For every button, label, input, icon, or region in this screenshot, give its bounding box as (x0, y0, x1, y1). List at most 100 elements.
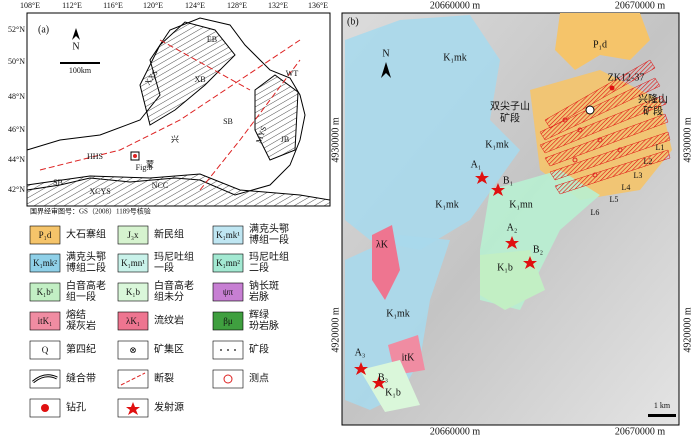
legend-label: 矿段 (249, 342, 269, 355)
map-label: 矿段 (500, 111, 520, 124)
region-label: HHS (87, 152, 103, 161)
map-label: K₁mk (435, 199, 459, 210)
legend-swatch (117, 340, 149, 360)
legend-swatch (29, 369, 61, 389)
legend-swatch (212, 282, 244, 302)
fault (159, 39, 251, 91)
legend-symbol: K₁b¹ (37, 287, 54, 297)
legend-item: 矿段 (212, 340, 269, 360)
legend-swatch (117, 311, 149, 331)
belt (26, 173, 331, 207)
legend-symbol: βμ (223, 316, 233, 326)
y-coord-label: 4930000 m (330, 117, 341, 163)
icon (223, 374, 233, 384)
line-label: L4 (622, 183, 631, 192)
panel-a (26, 12, 331, 207)
map-label: K₁b (497, 262, 513, 273)
legend-symbol: J₃x (127, 230, 139, 240)
unit-k1b (360, 360, 420, 412)
panel-b (341, 12, 680, 426)
north-arrow (72, 28, 80, 40)
lat-label: 42°N (8, 185, 25, 194)
legend-symbol: P₁d (39, 230, 52, 240)
panel-label: (a) (38, 24, 49, 35)
legend-label: 辉绿 (249, 308, 269, 321)
legend-label: 组一段 (66, 290, 96, 303)
map-label: K₁mk (386, 308, 410, 319)
map-label: A₁ (471, 159, 482, 170)
map-label: 兴隆山 (638, 92, 668, 105)
lon-label: 120°E (143, 1, 163, 10)
legend-swatch (117, 225, 149, 245)
legend-label: 白音高老 (66, 279, 106, 292)
icon (227, 349, 229, 351)
y-coord-label: 4930000 m (682, 117, 693, 163)
legend-symbol: K₁mk² (33, 258, 57, 268)
drill-hole (609, 85, 615, 91)
region-label: SB (223, 117, 233, 126)
legend-label: 新民组 (154, 227, 184, 240)
study-area (133, 154, 137, 158)
fault (39, 39, 301, 171)
sources (354, 171, 537, 389)
icon (41, 404, 49, 412)
legend-label: 玢岩脉 (249, 319, 279, 332)
line-label: L1 (656, 143, 665, 152)
x-coord-label: 20660000 m (430, 0, 481, 11)
legend-label: 测点 (249, 371, 269, 384)
unit-p1d (555, 13, 650, 70)
legend-item: J₃x 新民组 (117, 225, 184, 245)
map-label: itK (402, 352, 416, 363)
lon-label: 128°E (227, 1, 247, 10)
region-label: WT (286, 69, 299, 78)
legend-label: 博组二段 (66, 261, 106, 274)
scale-label: 100km (69, 66, 92, 75)
north-arrow (381, 62, 391, 78)
panel-label: (b) (347, 16, 359, 27)
north-label: N (382, 48, 389, 59)
survey-lines (539, 59, 671, 195)
legend-label: 博组一段 (249, 233, 289, 246)
legend-symbol: K₁mn¹ (121, 258, 145, 268)
lat-label: 52°N (8, 25, 25, 34)
legend-label: 组未分 (154, 290, 184, 303)
region-label: XCYS (89, 187, 110, 196)
x-coord-label: 20670000 m (615, 426, 666, 437)
legend-item: ⊗ 矿集区 (117, 340, 184, 360)
map-label: B₂ (533, 244, 543, 255)
legend-label: 流纹岩 (154, 313, 184, 326)
x-coord-label: 20660000 m (430, 426, 481, 437)
legend-symbol: K₁mk¹ (216, 230, 240, 240)
legend-label: 凝灰岩 (66, 319, 96, 332)
legend-label: 玛尼吐组 (154, 250, 194, 263)
ore-cluster (585, 105, 595, 115)
legend-swatch (212, 369, 244, 389)
x-coord-label: 20670000 m (615, 0, 666, 11)
region-label: 蒙 (146, 159, 154, 169)
north-label: N (72, 41, 79, 52)
legend-label: 断裂 (154, 371, 174, 384)
legend-swatch (29, 253, 61, 273)
lon-label: 132°E (268, 1, 288, 10)
legend-swatch (212, 225, 244, 245)
scale-label: 1 km (654, 401, 671, 410)
legend-symbol: ⊗ (129, 345, 137, 355)
legend-swatch (29, 340, 61, 360)
lon-label: 116°E (103, 1, 123, 10)
icon (234, 349, 236, 351)
legend-swatch (212, 253, 244, 273)
map-label: K₁mk (443, 52, 467, 63)
map-label: K₁b (385, 387, 401, 398)
legend-symbol: Q (42, 345, 49, 355)
unit-lambda (372, 225, 400, 300)
legend-swatch (29, 282, 61, 302)
lat-label: 50°N (8, 57, 25, 66)
region-label: SB (53, 178, 63, 187)
legend-symbol: ψπ (223, 287, 234, 297)
scale-bar (648, 414, 676, 417)
